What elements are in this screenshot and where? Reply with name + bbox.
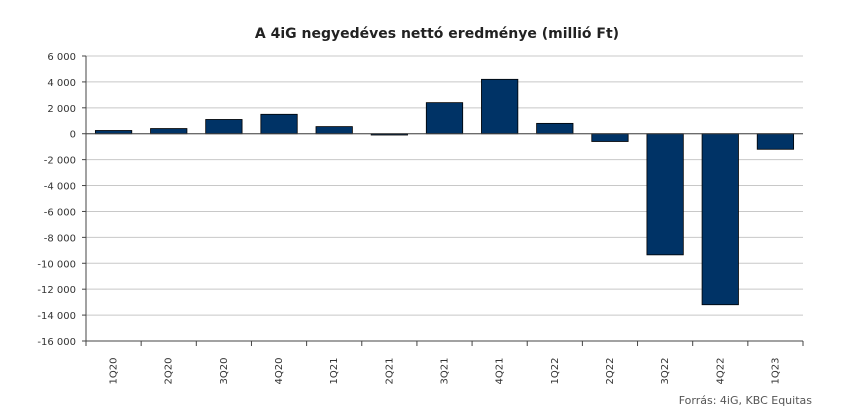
y-tick-label: -2 000	[44, 156, 76, 167]
x-tick-label: 1Q21	[329, 358, 340, 385]
x-tick-label: 2Q21	[384, 358, 395, 385]
y-tick-label: 0	[70, 130, 76, 141]
bar-2Q22	[591, 133, 629, 142]
bar-3Q22	[646, 133, 684, 256]
bar-4Q22	[701, 133, 739, 306]
y-tick-labels: 6 000 4 000 2 000 0 -2 000 -4 000 -6 000 -8 000…	[37, 52, 76, 348]
x-tick-label: 1Q23	[770, 358, 781, 385]
bar-1Q23	[756, 133, 795, 150]
y-tick-label: -12 000	[37, 285, 76, 296]
y-tick-label: -10 000	[37, 259, 76, 270]
y-tick-label: -8 000	[44, 233, 76, 244]
bar-3Q21	[425, 102, 464, 135]
x-tick-labels: 1Q20 2Q20 3Q20 4Q20 1Q21 2Q21 3Q21 4Q21 1Q22 2Q22…	[109, 358, 782, 385]
x-tick-label: 3Q22	[660, 358, 671, 385]
y-tick-label: 2 000	[47, 104, 76, 115]
y-tick-label: -14 000	[37, 311, 76, 322]
x-tick-label: 1Q20	[109, 358, 120, 385]
bar-1Q21	[315, 126, 353, 135]
y-tick-label: -6 000	[44, 207, 76, 218]
axes	[85, 56, 804, 346]
bar-3Q20	[205, 119, 243, 135]
x-tick-label: 2Q20	[164, 358, 175, 385]
x-tick-label: 4Q21	[495, 358, 506, 385]
bar-4Q20	[260, 113, 298, 135]
bar-2Q20	[150, 128, 188, 135]
y-tick-label: -4 000	[44, 182, 76, 193]
y-tick-label: 4 000	[47, 78, 76, 89]
bar-4Q21	[481, 78, 519, 135]
x-tick-label: 3Q20	[219, 358, 230, 385]
x-tick-label: 4Q20	[274, 358, 285, 385]
bar-1Q22	[536, 122, 574, 135]
gridlines	[82, 55, 803, 342]
y-tick-label: 6 000	[47, 52, 76, 63]
x-tick-label: 4Q22	[715, 358, 726, 385]
y-tick-label: -16 000	[37, 337, 76, 348]
bars	[94, 78, 795, 306]
chart-title: A 4iG negyedéves nettó eredménye (millió…	[255, 26, 619, 42]
x-tick-label: 2Q22	[605, 358, 616, 385]
source-note: Forrás: 4iG, KBC Equitas	[679, 394, 813, 407]
x-tick-label: 3Q21	[440, 358, 451, 385]
x-tick-label: 1Q22	[550, 358, 561, 385]
